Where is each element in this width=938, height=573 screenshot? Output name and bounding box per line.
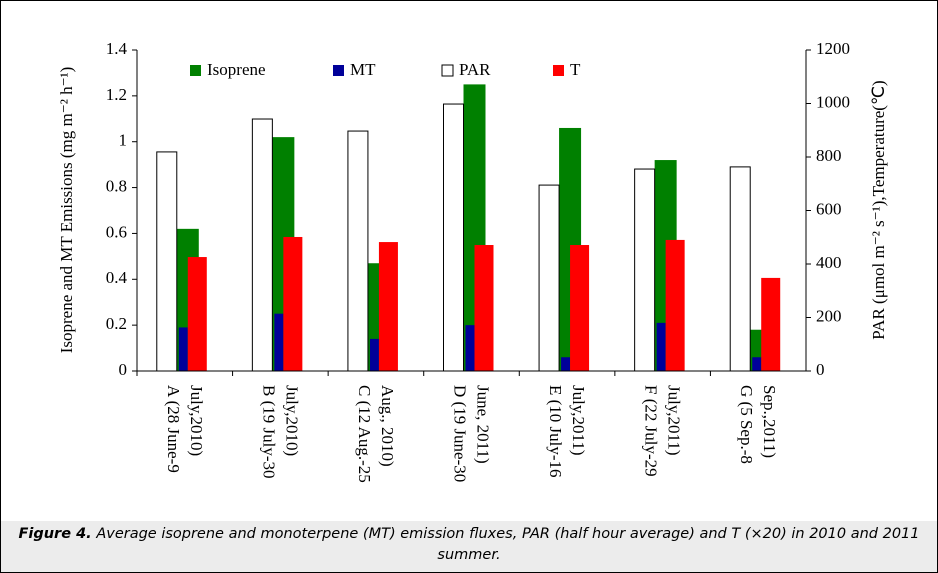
- y-axis-label: Isoprene and MT Emissions (mg m⁻² h⁻¹): [57, 67, 76, 354]
- y2-tick-label: 400: [816, 253, 842, 272]
- x-tick-label-line: Aug., 2010): [378, 385, 397, 467]
- x-tick-label-line: D (19 June-30: [451, 385, 470, 482]
- y-tick-label: 0: [119, 360, 128, 379]
- y2-tick-label: 1200: [816, 39, 850, 58]
- x-tick-label: F (22 July-29 July,2011): [642, 385, 684, 477]
- x-tick-label-line: E (10 July-16: [546, 385, 565, 478]
- x-tick-label-line: F (22 July-29: [642, 385, 661, 477]
- bar: [729, 166, 751, 372]
- bar: [187, 257, 207, 371]
- x-tick-label-line: July,2010): [187, 385, 206, 456]
- bar: [156, 151, 178, 372]
- y-tick-label: 0.8: [106, 176, 127, 195]
- bar: [369, 338, 379, 371]
- caption-box: [1, 521, 937, 572]
- bar: [274, 313, 284, 371]
- x-tick-label: D (19 June-30 June, 2011): [451, 385, 493, 482]
- caption-label: Figure 4.: [18, 526, 92, 542]
- bar: [251, 118, 273, 372]
- legend-label: PAR: [459, 60, 491, 79]
- x-tick-label: E (10 July-16 July,2011): [546, 385, 588, 478]
- y-tick-label: 1: [119, 131, 128, 150]
- caption-text: Average isoprene and monoterpene (MT) em…: [96, 526, 920, 563]
- bar: [665, 239, 685, 371]
- x-tick-label-line: July,2011): [569, 385, 588, 456]
- y-tick-label: 0.6: [106, 222, 127, 241]
- y2-tick-label: 0: [816, 360, 825, 379]
- y-tick-label: 0.2: [106, 314, 127, 333]
- y2-tick-label: 1000: [816, 92, 850, 111]
- bar: [465, 325, 475, 371]
- bar: [561, 357, 571, 371]
- y2-tick-label: 600: [816, 199, 842, 218]
- legend-swatch: [441, 64, 454, 77]
- legend-label: Isoprene: [207, 60, 266, 79]
- legend-swatch: [190, 65, 201, 76]
- caption: Figure 4. Average isoprene and monoterpe…: [10, 524, 928, 566]
- x-tick-label-line: B (19 July-30: [259, 385, 278, 479]
- x-tick-label-line: July,2011): [665, 385, 684, 456]
- x-tick-label-line: A (28 June-9: [164, 385, 183, 473]
- bar: [752, 357, 762, 371]
- y2-axis-label: PAR (μmol m⁻² s⁻¹),Temperature(℃): [869, 80, 888, 339]
- legend-label: T: [570, 60, 581, 79]
- bar: [283, 236, 303, 371]
- bar: [634, 168, 656, 372]
- y-tick-label: 1.2: [106, 85, 127, 104]
- bar: [474, 245, 494, 371]
- legend-swatch: [333, 65, 344, 76]
- x-tick-label: A (28 June-9 July,2010): [164, 385, 206, 473]
- bar: [378, 242, 398, 371]
- x-tick-label-line: July,2010): [282, 385, 301, 456]
- bar: [761, 277, 781, 371]
- x-tick-label-line: June, 2011): [474, 385, 493, 464]
- y-tick-label: 0.4: [106, 268, 128, 287]
- x-tick-label: B (19 July-30 July,2010): [259, 385, 301, 479]
- y2-tick-label: 800: [816, 146, 842, 165]
- bar: [347, 130, 369, 372]
- y2-tick-label: 200: [816, 306, 842, 325]
- x-tick-label: G (5 Sep.-8 Sep.,2011): [737, 385, 779, 464]
- bar: [178, 327, 188, 371]
- bar: [656, 322, 666, 371]
- bar: [570, 245, 590, 371]
- x-tick-label-line: C (12 Aug.-25: [355, 385, 374, 483]
- x-tick-label-line: Sep.,2011): [760, 385, 779, 458]
- x-tick-label-line: G (5 Sep.-8: [737, 385, 756, 464]
- legend-label: MT: [350, 60, 376, 79]
- legend-swatch: [553, 65, 564, 76]
- bar: [443, 103, 464, 372]
- y-tick-label: 1.4: [106, 39, 128, 58]
- x-tick-label: C (12 Aug.-25 Aug., 2010): [355, 385, 397, 483]
- bar: [538, 184, 560, 372]
- caption-wrap: Figure 4. Average isoprene and monoterpe…: [10, 524, 928, 566]
